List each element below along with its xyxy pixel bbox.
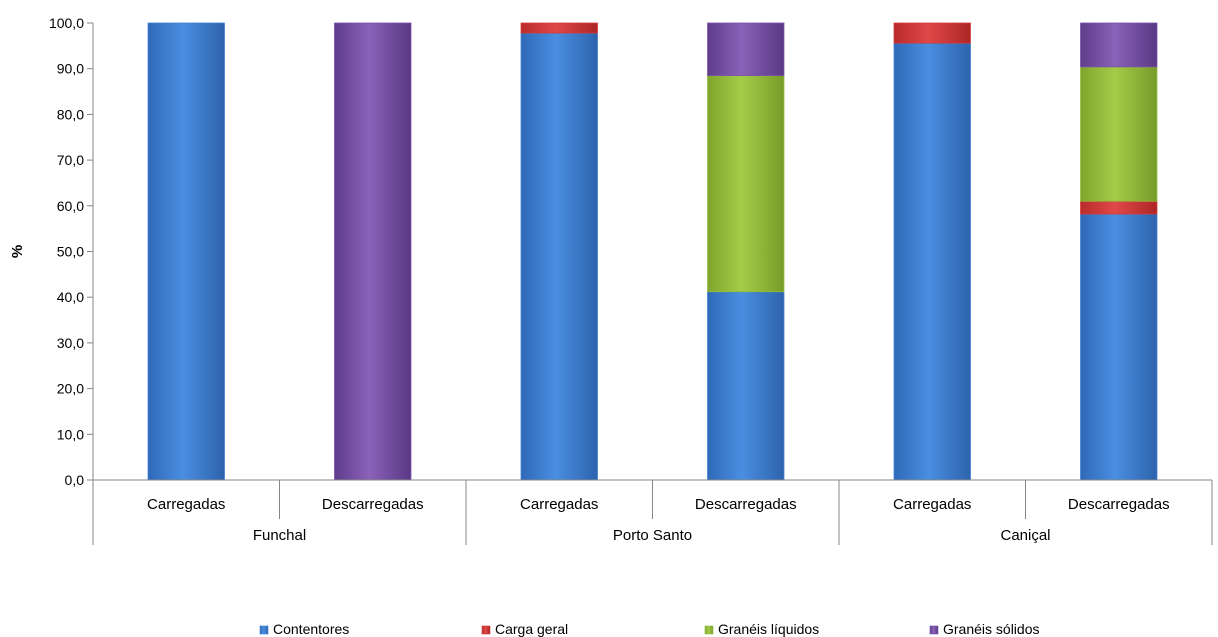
bar-segment-gran-is-s-lidos-1: [334, 22, 412, 481]
legend-swatch: [704, 625, 714, 635]
y-tick-label: 10,0: [57, 426, 84, 442]
bar-segment-contentores-4: [893, 42, 971, 481]
bar-segment-contentores-5: [1080, 213, 1158, 481]
legend-swatch: [259, 625, 269, 635]
y-tick-label: 80,0: [57, 106, 84, 122]
bar-segment-gran-is-s-lidos-3: [707, 22, 785, 76]
legend-label: Granéis líquidos: [718, 621, 819, 637]
y-tick-label: 90,0: [57, 61, 84, 77]
legend-label: Contentores: [273, 621, 349, 637]
legend: Contentores Carga geral Granéis líquidos Gr…: [259, 621, 1040, 637]
bar-segment-gran-is-s-lidos-5: [1080, 22, 1158, 68]
legend-swatch: [481, 625, 491, 635]
bar-segment-carga-geral-4: [893, 22, 971, 44]
x-category-label: Carregadas: [893, 496, 971, 513]
legend-label: Granéis sólidos: [943, 621, 1040, 637]
y-axis-title: %: [9, 245, 26, 258]
bar-segment-carga-geral-2: [520, 22, 598, 34]
bars: [147, 22, 1158, 481]
x-category-label: Carregadas: [147, 496, 225, 513]
y-tick-label: 100,0: [49, 15, 84, 31]
x-category-label: Descarregadas: [322, 496, 424, 513]
y-tick-label: 60,0: [57, 198, 84, 214]
x-category-label: Descarregadas: [1068, 496, 1170, 513]
y-tick-label: 70,0: [57, 152, 84, 168]
y-tick-label: 50,0: [57, 244, 84, 260]
bar-segment-contentores-0: [147, 22, 225, 481]
x-group-label: Porto Santo: [613, 527, 692, 544]
y-tick-label: 30,0: [57, 335, 84, 351]
x-group-label: Caniçal: [1000, 527, 1050, 544]
x-category-label: Carregadas: [520, 496, 598, 513]
bar-segment-contentores-2: [520, 32, 598, 481]
bar-segment-gran-is-l-quidos-3: [707, 75, 785, 293]
x-category-label: Descarregadas: [695, 496, 797, 513]
bar-segment-carga-geral-5: [1080, 200, 1158, 215]
legend-swatch: [929, 625, 939, 635]
x-group-label: Funchal: [253, 527, 306, 544]
legend-label: Carga geral: [495, 621, 568, 637]
bar-segment-contentores-3: [707, 291, 785, 481]
y-axis: 0,0 10,0 20,0 30,0 40,0 50,0 60,0 70,0 80,0 90,0 1…: [49, 15, 94, 488]
x-axis: Carregadas Descarregadas Carregadas Descarr…: [92, 479, 1213, 545]
y-tick-label: 0,0: [65, 472, 85, 488]
bar-segment-gran-is-l-quidos-5: [1080, 66, 1158, 202]
y-tick-label: 20,0: [57, 381, 84, 397]
y-tick-label: 40,0: [57, 289, 84, 305]
